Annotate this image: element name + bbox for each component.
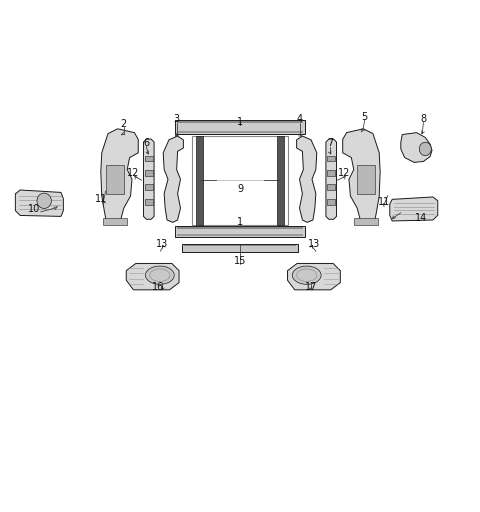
Text: 6: 6 xyxy=(144,138,149,148)
Bar xyxy=(196,136,203,225)
Bar xyxy=(192,136,288,225)
Text: 5: 5 xyxy=(361,112,368,122)
Bar xyxy=(327,156,335,161)
Bar xyxy=(327,184,335,190)
Text: 17: 17 xyxy=(305,282,317,292)
Text: 8: 8 xyxy=(420,114,426,124)
Ellipse shape xyxy=(420,142,432,156)
Bar xyxy=(175,226,305,237)
Ellipse shape xyxy=(292,266,321,284)
Bar xyxy=(175,120,305,134)
Text: 7: 7 xyxy=(327,138,334,148)
Bar xyxy=(145,170,153,176)
Polygon shape xyxy=(326,139,336,219)
Text: 10: 10 xyxy=(27,204,40,214)
Text: 13: 13 xyxy=(156,239,168,248)
Bar xyxy=(177,234,303,236)
Ellipse shape xyxy=(145,266,174,284)
Polygon shape xyxy=(101,129,138,225)
Text: 12: 12 xyxy=(337,168,350,179)
Bar xyxy=(277,136,284,225)
Text: 1: 1 xyxy=(237,117,243,126)
Text: 2: 2 xyxy=(120,119,127,129)
Bar xyxy=(145,184,153,190)
Polygon shape xyxy=(144,139,154,219)
Bar xyxy=(177,227,303,229)
Polygon shape xyxy=(343,129,380,225)
Polygon shape xyxy=(126,264,179,290)
Polygon shape xyxy=(390,197,438,221)
Text: 1: 1 xyxy=(237,218,243,227)
Bar xyxy=(327,170,335,176)
Text: 13: 13 xyxy=(308,239,320,248)
Text: 11: 11 xyxy=(378,197,390,207)
Text: 12: 12 xyxy=(127,168,140,179)
Polygon shape xyxy=(163,136,183,222)
Polygon shape xyxy=(401,133,432,162)
Polygon shape xyxy=(297,136,317,222)
Bar xyxy=(106,165,124,194)
Bar xyxy=(177,121,303,123)
Bar xyxy=(354,218,378,225)
Ellipse shape xyxy=(37,193,51,208)
Text: 9: 9 xyxy=(237,184,243,194)
Bar xyxy=(145,199,153,205)
Bar xyxy=(145,156,153,161)
Text: 15: 15 xyxy=(234,256,246,266)
Bar xyxy=(184,245,296,246)
Bar xyxy=(327,199,335,205)
Polygon shape xyxy=(15,190,63,217)
Text: 16: 16 xyxy=(152,282,165,292)
Text: 14: 14 xyxy=(415,212,428,223)
Bar xyxy=(177,131,303,133)
Bar xyxy=(103,218,127,225)
Bar xyxy=(357,165,375,194)
Text: 11: 11 xyxy=(95,195,107,204)
Text: 3: 3 xyxy=(174,114,180,124)
Bar xyxy=(182,244,298,252)
Polygon shape xyxy=(288,264,340,290)
Text: 4: 4 xyxy=(297,114,303,124)
